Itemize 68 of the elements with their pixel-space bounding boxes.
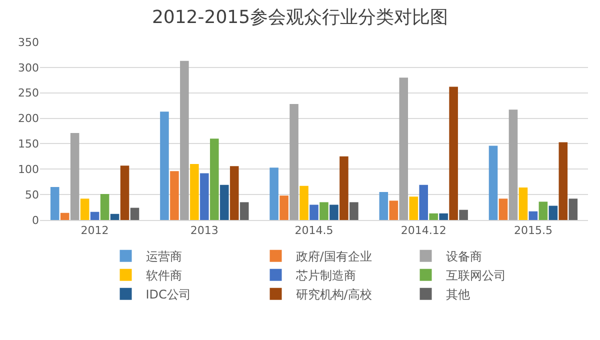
legend-label: 研究机构/高校 <box>296 288 372 302</box>
legend-label: IDC公司 <box>146 288 191 302</box>
bar <box>100 194 110 220</box>
bar <box>558 142 568 220</box>
x-tick-label: 2014.12 <box>400 224 446 238</box>
bar <box>488 146 498 220</box>
bar <box>160 112 169 220</box>
bar <box>439 213 448 220</box>
bar <box>200 173 209 220</box>
bar <box>330 204 338 220</box>
bar <box>310 204 318 220</box>
legend-label: 软件商 <box>146 268 182 283</box>
y-tick-label: 100 <box>18 162 39 176</box>
bar <box>399 78 408 220</box>
legend-label: 芯片制造商 <box>294 268 356 283</box>
bar <box>459 210 468 220</box>
bar <box>170 171 179 220</box>
bar <box>120 166 130 220</box>
y-tick-label: 0 <box>32 214 39 227</box>
bar <box>568 198 578 220</box>
bar <box>270 168 278 220</box>
bar <box>379 192 388 220</box>
legend-label: 其他 <box>446 288 470 302</box>
bar <box>350 202 358 220</box>
bar <box>180 60 189 220</box>
y-tick-label: 150 <box>18 138 39 151</box>
legend-label: 设备商 <box>446 250 482 264</box>
bar <box>240 202 249 220</box>
bar <box>508 110 518 220</box>
y-tick-label: 200 <box>18 112 39 126</box>
bar <box>80 198 90 220</box>
bar <box>60 212 70 220</box>
y-tick-label: 250 <box>18 86 39 100</box>
bar <box>518 187 528 220</box>
legend-label: 运营商 <box>146 250 182 264</box>
x-tick-label: 2012 <box>80 224 109 238</box>
bar <box>280 196 288 220</box>
bar <box>409 196 418 220</box>
bar <box>190 164 199 220</box>
legend-label: 互联网公司 <box>446 268 506 283</box>
legend-label: 政府/国有企业 <box>296 250 372 264</box>
x-tick-label: 2013 <box>190 224 218 238</box>
bar <box>90 212 100 220</box>
bar <box>498 198 508 220</box>
bar <box>528 211 538 220</box>
bar <box>290 104 298 220</box>
bar <box>300 186 308 220</box>
bar <box>130 208 140 220</box>
bar <box>538 202 548 220</box>
bar <box>389 200 398 220</box>
bar <box>110 214 120 220</box>
bar <box>429 213 438 220</box>
y-tick-label: 350 <box>18 36 39 49</box>
x-tick-label: 2014.5 <box>294 224 334 238</box>
bar <box>210 138 219 220</box>
bar <box>548 206 558 220</box>
bar <box>230 166 239 220</box>
y-tick-label: 300 <box>18 61 39 74</box>
bar <box>449 86 458 220</box>
bar <box>320 202 328 220</box>
y-tick-label: 50 <box>25 188 39 202</box>
x-tick-label: 2015.5 <box>514 224 552 238</box>
bar <box>70 133 80 220</box>
bar <box>50 186 60 220</box>
bar <box>419 184 428 220</box>
bar <box>340 156 348 220</box>
chart-title: 2012-2015参会观众行业分类对比图 <box>152 6 448 28</box>
bar <box>220 184 229 220</box>
